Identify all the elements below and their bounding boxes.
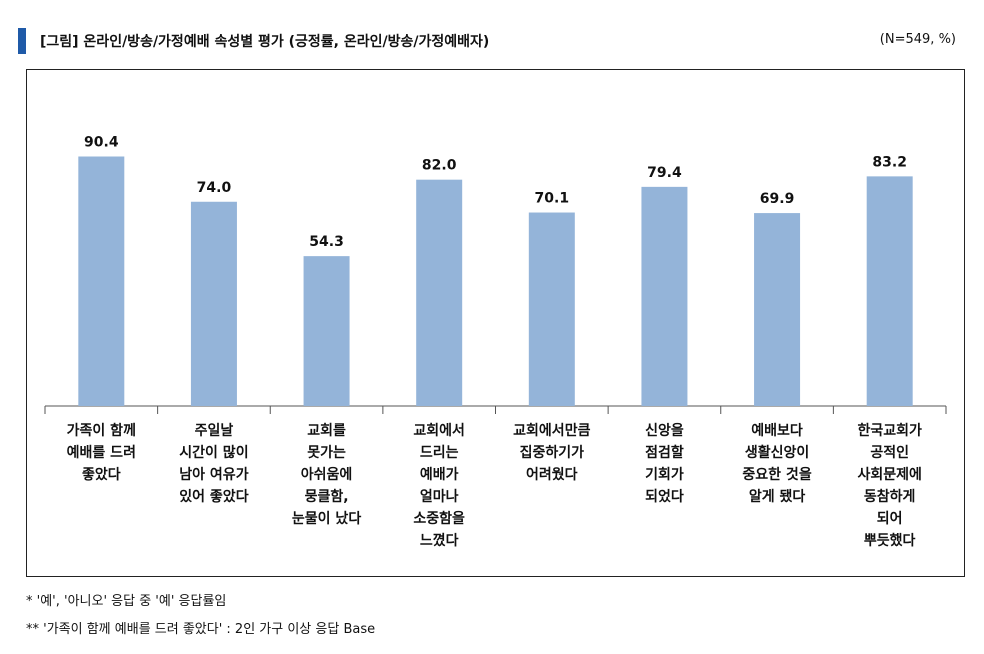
category-label-line: 아쉬움에 [301,466,353,483]
bar-value-label: 83.2 [872,154,907,170]
category-label-line: 신앙을 [645,422,684,439]
category-label-line: 점검할 [645,444,684,461]
bar-value-label: 70.1 [535,191,570,207]
category-label-line: 교회를 [307,423,346,439]
category-label-line: 좋았다 [82,466,121,483]
category-label-line: 공적인 [870,444,909,461]
category-label-line: 사회문제에 [857,467,921,483]
bar [416,179,463,406]
category-label-line: 중요한 것을 [742,466,811,483]
category-label-line: 동참하게 [864,488,916,505]
bar [866,176,913,406]
category-label-line: 가족이 함께 [67,422,136,439]
category-label-line: 드리는 [420,445,459,461]
category-label-line: 예배보다 [751,423,803,439]
category-label-line: 남아 여유가 [179,466,248,483]
category-label-line: 어려웠다 [526,466,578,483]
category-label-line: 집중하기가 [520,444,585,461]
bar-value-label: 79.4 [647,165,682,181]
category-label-line: 시간이 많이 [179,444,248,461]
category-label-line: 생활신앙이 [745,444,809,461]
chart-header: [그림] 온라인/방송/가정예배 속성별 평가 (긍정률, 온라인/방송/가정예… [18,28,966,54]
chart-title: [그림] 온라인/방송/가정예배 속성별 평가 (긍정률, 온라인/방송/가정예… [40,34,490,50]
category-label-line: 눈물이 났다 [292,510,361,527]
footnote-2: ** '가족이 함께 예배를 드려 좋았다' : 2인 가구 이상 응답 Bas… [26,622,376,637]
bar-value-label: 74.0 [197,180,232,196]
category-label-line: 예배가 [420,467,459,483]
bar [78,156,125,406]
category-label-line: 뿌듯했다 [864,533,916,549]
bar [528,212,575,406]
bar-value-label: 54.3 [309,234,344,250]
bar-value-label: 82.0 [422,158,457,174]
bar [641,186,688,406]
category-label-line: 소중함을 [413,510,465,527]
bar [303,256,350,406]
sample-base-label: (N=549, %) [879,32,956,47]
title-accent-bar [18,28,26,54]
footnote-1: * '예', '아니오' 응답 중 '예' 응답률임 [26,594,227,609]
category-label-line: 느꼈다 [420,532,459,549]
bar [190,201,237,406]
category-label-line: 주일날 [195,423,234,439]
category-label-line: 못가는 [307,445,346,461]
category-label-line: 되었다 [645,489,684,505]
category-label-line: 있어 좋았다 [179,488,248,505]
bar-value-label: 90.4 [84,134,119,150]
category-label-line: 교회에서만큼 [513,423,590,439]
category-label-line: 예배를 드려 [67,444,136,461]
category-label-line: 되어 [877,510,903,527]
category-label-line: 기회가 [645,467,684,483]
bar [754,213,801,406]
category-label-line: 알게 됐다 [749,488,806,505]
category-label-line: 한국교회가 [857,423,922,439]
category-label-line: 교회에서 [413,423,465,439]
bar-value-label: 69.9 [760,191,795,207]
category-label-line: 얼마나 [420,489,459,505]
category-label-line: 뭉클함, [305,488,349,505]
